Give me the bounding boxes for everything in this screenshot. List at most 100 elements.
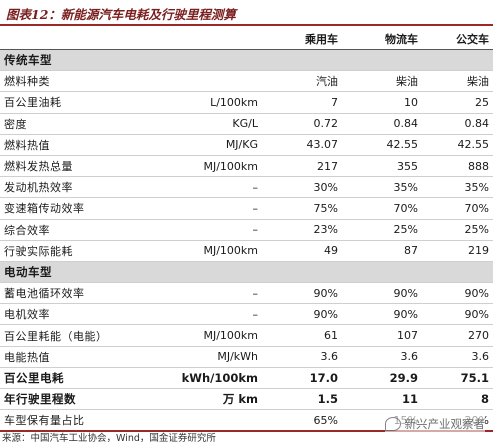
value-passenger-car: 3.6 (262, 346, 342, 368)
row-label: 电机效率 (0, 303, 152, 326)
value-bus: 42.55 (422, 134, 493, 156)
value-bus: 柴油 (422, 70, 493, 93)
value-bus: 90% (422, 303, 493, 326)
row-unit: 万 km (152, 388, 262, 411)
row-label: 百公里耗能（电能） (0, 324, 152, 347)
value-bus: 25% (422, 219, 493, 241)
row-label: 密度 (0, 113, 152, 135)
energy-consumption-table: 乘用车 物流车 公交车 传统车型 燃料种类 汽油 柴油 柴油 百公里油耗 L/100km 7 1… (0, 28, 493, 433)
table-body: 传统车型 燃料种类 汽油 柴油 柴油 百公里油耗 L/100km 7 10 25 密度 KG/L 0.7… (0, 49, 493, 433)
value-logistics-vehicle: 42.55 (342, 134, 422, 156)
row-unit: MJ/100km (152, 324, 262, 347)
value-bus: 8 (422, 388, 493, 411)
value-passenger-car: 30% (262, 176, 342, 199)
section-title: 传统车型 (0, 49, 493, 72)
value-logistics-vehicle: 11 (342, 388, 422, 411)
row-label: 燃料种类 (0, 70, 152, 93)
row-unit (152, 409, 262, 433)
value-logistics-vehicle: 25% (342, 219, 422, 241)
value-bus: 70% (422, 197, 493, 220)
value-bus: 219 (422, 240, 493, 262)
value-passenger-car: 217 (262, 155, 342, 178)
row-label: 百公里电耗 (0, 367, 152, 390)
header-passenger-car: 乘用车 (262, 28, 342, 50)
watermark-text: 新兴产业观察者 (404, 417, 486, 431)
row-label: 综合效率 (0, 219, 152, 241)
value-bus: 270 (422, 324, 493, 347)
row-label: 发动机热效率 (0, 176, 152, 199)
row-label: 变速箱传动效率 (0, 197, 152, 220)
table-row: 燃料热值 MJ/KG 43.07 42.55 42.55 (0, 134, 493, 156)
value-passenger-car: 61 (262, 324, 342, 347)
row-label: 蓄电池循环效率 (0, 282, 152, 305)
row-unit (152, 70, 262, 93)
value-logistics-vehicle: 35% (342, 176, 422, 199)
row-unit: – (152, 282, 262, 305)
header-unit (152, 28, 262, 50)
value-logistics-vehicle: 70% (342, 197, 422, 220)
row-unit: MJ/100km (152, 240, 262, 262)
value-passenger-car: 43.07 (262, 134, 342, 156)
value-bus: 75.1 (422, 367, 493, 390)
value-passenger-car: 75% (262, 197, 342, 220)
value-bus: 35% (422, 176, 493, 199)
table-row: 百公里电耗 kWh/100km 17.0 29.9 75.1 (0, 367, 493, 390)
row-unit: MJ/kWh (152, 346, 262, 368)
row-label: 车型保有量占比 (0, 409, 152, 433)
section-title: 电动车型 (0, 261, 493, 284)
section-row: 传统车型 (0, 49, 493, 72)
row-unit: – (152, 176, 262, 199)
table-row: 年行驶里程数万 km 1.5 11 8 (0, 388, 493, 411)
value-passenger-car: 7 (262, 91, 342, 114)
header-bus: 公交车 (422, 28, 493, 50)
value-passenger-car: 65% (262, 409, 342, 433)
value-logistics-vehicle: 90% (342, 303, 422, 326)
row-unit: – (152, 303, 262, 326)
table-row: 变速箱传动效率 –75% 70% 70% (0, 197, 493, 220)
row-label: 电能热值 (0, 346, 152, 368)
table-row: 燃料种类 汽油 柴油 柴油 (0, 70, 493, 93)
row-label: 年行驶里程数 (0, 388, 152, 411)
row-unit: KG/L (152, 113, 262, 135)
figure-title-bar: 图表12：新能源汽车电耗及行驶里程测算 (0, 0, 493, 26)
value-logistics-vehicle: 柴油 (342, 70, 422, 93)
value-bus: 90% (422, 282, 493, 305)
value-bus: 0.84 (422, 113, 493, 135)
row-label: 燃料发热总量 (0, 155, 152, 178)
table-row: 蓄电池循环效率 –90% 90% 90% (0, 282, 493, 305)
value-logistics-vehicle: 355 (342, 155, 422, 178)
header-logistics-vehicle: 物流车 (342, 28, 422, 50)
table-row: 电能热值 MJ/kWh 3.6 3.6 3.6 (0, 346, 493, 368)
value-passenger-car: 汽油 (262, 70, 342, 93)
row-label: 行驶实际能耗 (0, 240, 152, 262)
value-passenger-car: 49 (262, 240, 342, 262)
row-unit: L/100km (152, 91, 262, 114)
row-unit: – (152, 219, 262, 241)
header-row: 乘用车 物流车 公交车 (0, 28, 493, 50)
value-logistics-vehicle: 90% (342, 282, 422, 305)
value-passenger-car: 17.0 (262, 367, 342, 390)
value-logistics-vehicle: 3.6 (342, 346, 422, 368)
table-row: 密度 KG/L 0.72 0.84 0.84 (0, 113, 493, 135)
table-row: 百公里油耗 L/100km 7 10 25 (0, 91, 493, 114)
value-passenger-car: 0.72 (262, 113, 342, 135)
value-logistics-vehicle: 10 (342, 91, 422, 114)
table-row: 行驶实际能耗 MJ/100km 49 87 219 (0, 240, 493, 262)
header-label (0, 28, 152, 50)
row-unit: kWh/100km (152, 367, 262, 390)
value-logistics-vehicle: 0.84 (342, 113, 422, 135)
value-passenger-car: 1.5 (262, 388, 342, 411)
table-row: 燃料发热总量 MJ/100km 217 355 888 (0, 155, 493, 178)
source-note: 来源：中国汽车工业协会，Wind，国金证券研究所 (2, 433, 216, 444)
value-logistics-vehicle: 87 (342, 240, 422, 262)
figure-title: 图表12：新能源汽车电耗及行驶里程测算 (6, 7, 236, 22)
value-bus: 888 (422, 155, 493, 178)
value-passenger-car: 23% (262, 219, 342, 241)
watermark: 新兴产业观察者 (384, 416, 486, 432)
section-row: 电动车型 (0, 261, 493, 284)
value-bus: 3.6 (422, 346, 493, 368)
value-bus: 25 (422, 91, 493, 114)
value-logistics-vehicle: 107 (342, 324, 422, 347)
table-row: 发动机热效率 –30% 35% 35% (0, 176, 493, 199)
row-unit: MJ/100km (152, 155, 262, 178)
